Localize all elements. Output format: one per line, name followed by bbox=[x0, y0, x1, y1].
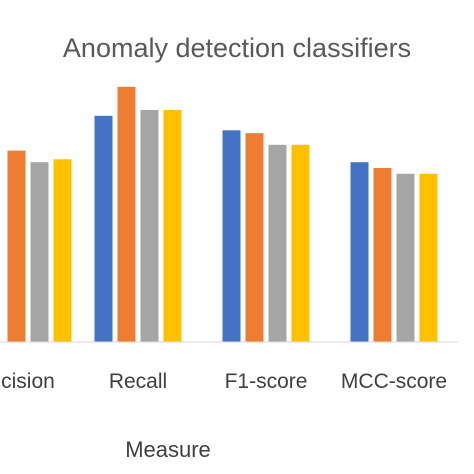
bar-precision-series-3 bbox=[30, 162, 49, 342]
bar-mcc-score-series-3 bbox=[396, 173, 415, 342]
bar-mcc-score-series-4 bbox=[419, 173, 438, 342]
x-tick-label-recall: Recall bbox=[109, 370, 167, 393]
plot-area bbox=[7, 86, 438, 342]
bar-f1-score-series-3 bbox=[268, 144, 287, 342]
bar-recall-series-2 bbox=[117, 86, 136, 342]
bar-f1-score-series-2 bbox=[245, 133, 264, 342]
bar-recall-series-4 bbox=[163, 110, 182, 342]
bar-recall-series-3 bbox=[140, 110, 159, 342]
bar-f1-score-series-1 bbox=[222, 130, 241, 342]
bar-recall-series-1 bbox=[94, 115, 113, 342]
x-tick-labels: cision Recall F1-score MCC-score bbox=[1, 370, 447, 393]
bar-mcc-score-series-1 bbox=[350, 162, 369, 342]
x-tick-label-f1-score: F1-score bbox=[225, 370, 308, 393]
x-tick-label-precision: cision bbox=[1, 370, 55, 393]
bar-f1-score-series-4 bbox=[291, 144, 310, 342]
bar-precision-series-2 bbox=[7, 150, 26, 342]
bar-mcc-score-series-2 bbox=[373, 168, 392, 342]
x-axis-title: Measure bbox=[125, 437, 211, 462]
chart-title: Anomaly detection classifiers bbox=[63, 33, 411, 63]
x-tick-label-mcc-score: MCC-score bbox=[341, 370, 447, 393]
bar-precision-series-4 bbox=[53, 159, 72, 342]
